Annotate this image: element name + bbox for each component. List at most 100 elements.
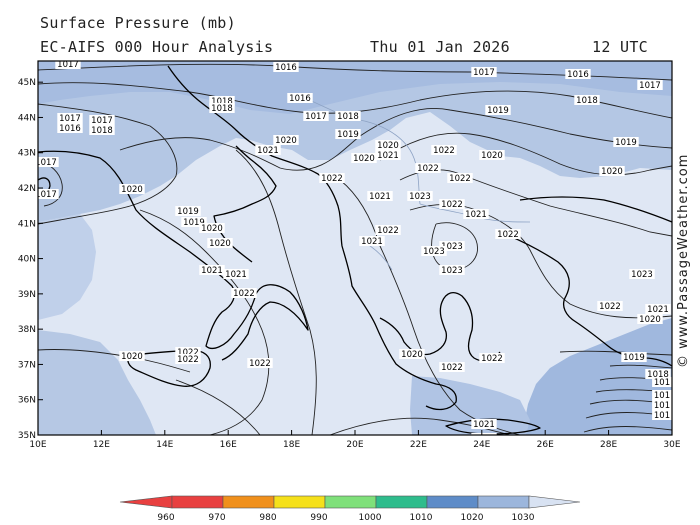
isobar-label-bg: [181, 217, 207, 227]
isobar-label-bg: [439, 199, 465, 209]
lon-tick-label: 12E: [93, 440, 110, 450]
isobar-label-bg: [209, 96, 235, 106]
pressure-zone-north: [38, 61, 672, 222]
isobar-low-5: [583, 426, 672, 433]
isobar-label-bg: [375, 140, 401, 150]
lon-tick-label: 26E: [537, 440, 554, 450]
isobar-label-bg: [175, 347, 201, 357]
isobar-label: 1022: [377, 226, 399, 236]
isobar-label-bg: [637, 80, 663, 90]
isobar-label-bg: [471, 433, 497, 435]
isobar-label-bg: [57, 123, 83, 133]
legend-tick-label: 990: [310, 513, 327, 523]
isobar-label: 101: [654, 378, 670, 388]
isobar-label: 1018: [211, 97, 233, 107]
isobar-label: 1020: [209, 239, 231, 249]
isobar-label: 1022: [497, 230, 519, 240]
isobar-label: 1017: [639, 81, 661, 91]
isobar-label-bg: [431, 145, 457, 155]
isobar-label: 1022: [449, 174, 471, 184]
isobar-label-bg: [574, 95, 600, 105]
legend-swatch: [375, 495, 428, 509]
isobar-label-bg: [335, 129, 361, 139]
valid-date-label: Thu 01 Jan 2026: [370, 38, 510, 56]
lat-tick-label: 43N: [18, 149, 36, 159]
isobar-label: 1021: [647, 305, 669, 315]
isobar-label: 1021: [225, 270, 247, 280]
isobar-label-bg: [199, 223, 225, 233]
isobar-label: 1017: [305, 112, 327, 122]
isobar-1022-south: [175, 379, 261, 435]
isobar-label: 1021: [361, 237, 383, 247]
isobar-label: 101: [654, 411, 670, 421]
isobar-label: 1022: [177, 355, 199, 365]
isobar-label: 1019: [337, 130, 359, 140]
isobar-label-bg: [652, 377, 672, 387]
isobar-label: 1019: [183, 218, 205, 228]
isobar-label-bg: [175, 206, 201, 216]
isobar-label: 1017: [35, 190, 57, 200]
isobar-label: 1020: [121, 185, 143, 195]
lat-tick-label: 37N: [18, 360, 36, 370]
longitude-axis: 10E 12E 14E 16E 18E 20E 22E 24E 26E 28E 30E: [29, 430, 681, 450]
lon-tick-label: 30E: [663, 440, 680, 450]
legend-swatch: [426, 495, 479, 509]
legend-swatch: [273, 495, 326, 509]
isobar-label: 1021: [465, 210, 487, 220]
isobar-label: 1019: [177, 207, 199, 217]
isobar-label-bg: [399, 349, 425, 359]
isobar-label: 1016: [275, 63, 297, 73]
lon-tick-label: 10E: [29, 440, 46, 450]
isobar-label-bg: [239, 443, 264, 453]
isobar-label-bg: [421, 246, 447, 256]
isobar-label-bg: [247, 358, 273, 368]
isobar-label-bg: [231, 288, 257, 298]
isobar-label: 1020: [639, 315, 661, 325]
isobar-label: 1022: [433, 146, 455, 156]
legend-swatch: [222, 495, 275, 509]
isobar-label-bg: [351, 153, 377, 163]
lat-tick-label: 35N: [18, 431, 36, 441]
isobar-label: 1021: [473, 420, 495, 430]
isobar-1021-south2: [329, 417, 511, 435]
lat-tick-label: 38N: [18, 325, 36, 335]
isobar-label-bg: [471, 419, 497, 429]
isobar-label: 1020: [481, 151, 503, 161]
isobar-label-bg: [255, 145, 281, 155]
isobar-label-bg: [447, 173, 473, 183]
lon-tick-label: 22E: [410, 440, 427, 450]
isobar-label: 1022: [233, 289, 255, 299]
legend-swatch: [324, 495, 377, 509]
isobar-label: 1020: [201, 224, 223, 234]
isobar-label-bg: [119, 184, 145, 194]
isobar-label-bg: [565, 69, 591, 79]
isobar-label-bg: [55, 61, 81, 69]
isobar-label: 1018: [337, 112, 359, 122]
isobar-label-bg: [652, 410, 672, 420]
isobar-1019-east: [559, 350, 672, 356]
isobar-label: 1022: [481, 354, 503, 364]
isobar-label-bg: [223, 269, 249, 279]
isobar-1019: [119, 108, 672, 171]
isobar-label-bg: [439, 241, 465, 251]
isobar-label: 1020: [353, 154, 375, 164]
isobar-label: 1023: [631, 270, 653, 280]
valid-time-label: 12 UTC: [592, 38, 648, 56]
isobar-label: 1022: [441, 200, 463, 210]
isobar-label: 1018: [211, 104, 233, 114]
isobar-label-bg: [119, 351, 145, 361]
isobar-1020-italy: [139, 209, 270, 435]
isobar-label: 101: [654, 391, 670, 401]
isobar-label: 1023: [441, 242, 463, 252]
lat-tick-label: 42N: [18, 184, 36, 194]
pressure-zone-top: [38, 61, 672, 114]
isobar-label-bg: [175, 354, 201, 364]
lat-tick-label: 41N: [18, 219, 36, 229]
isobar-label-bg: [335, 111, 361, 121]
isobar-label-bg: [359, 236, 385, 246]
isobar-label: 1018: [576, 96, 598, 106]
isobar-label: 101: [654, 401, 670, 411]
legend-tick-label: 1010: [410, 513, 433, 523]
